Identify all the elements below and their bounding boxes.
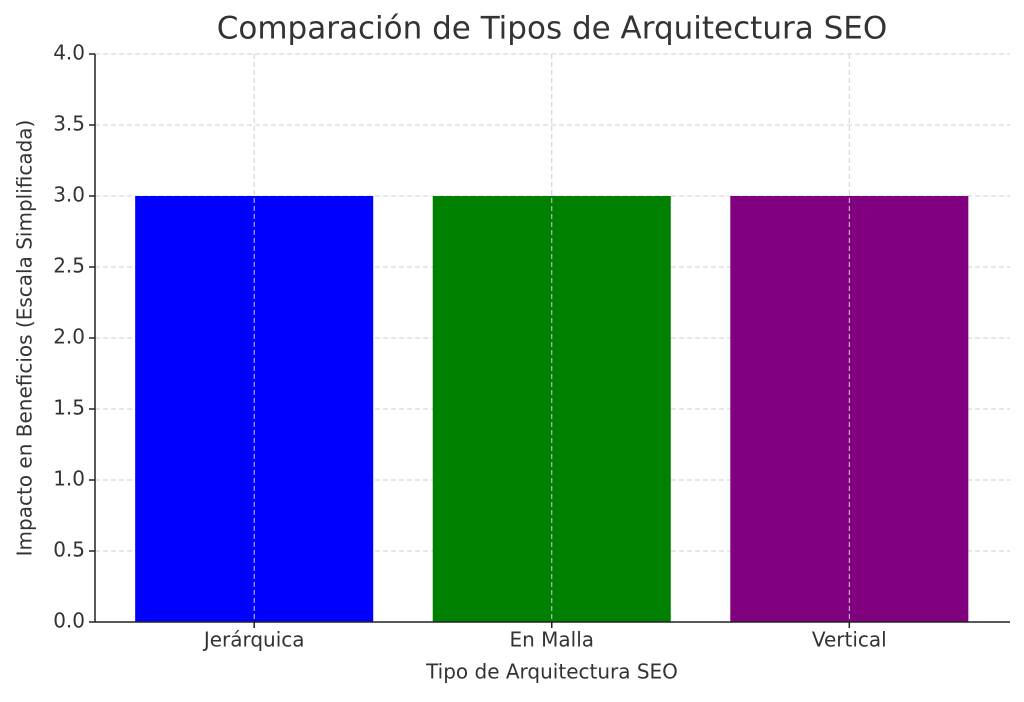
y-tick-label: 2.5 (53, 254, 85, 278)
x-tick-label: En Malla (509, 628, 594, 652)
y-axis-label: Impacto en Beneficios (Escala Simplifica… (13, 120, 37, 557)
y-tick-label: 1.5 (53, 396, 85, 420)
y-tick-label: 4.0 (53, 41, 85, 65)
y-tick-label: 3.0 (53, 183, 85, 207)
y-tick-label: 3.5 (53, 112, 85, 136)
x-tick-label: Jerárquica (202, 628, 305, 652)
chart-title: Comparación de Tipos de Arquitectura SEO (217, 11, 887, 47)
x-tick-label: Vertical (812, 628, 887, 652)
y-tick-label: 0.5 (53, 538, 85, 562)
x-axis-label: Tipo de Arquitectura SEO (425, 660, 678, 684)
y-tick-label: 1.0 (53, 467, 85, 491)
y-tick-label: 0.0 (53, 609, 85, 633)
y-tick-label: 2.0 (53, 325, 85, 349)
